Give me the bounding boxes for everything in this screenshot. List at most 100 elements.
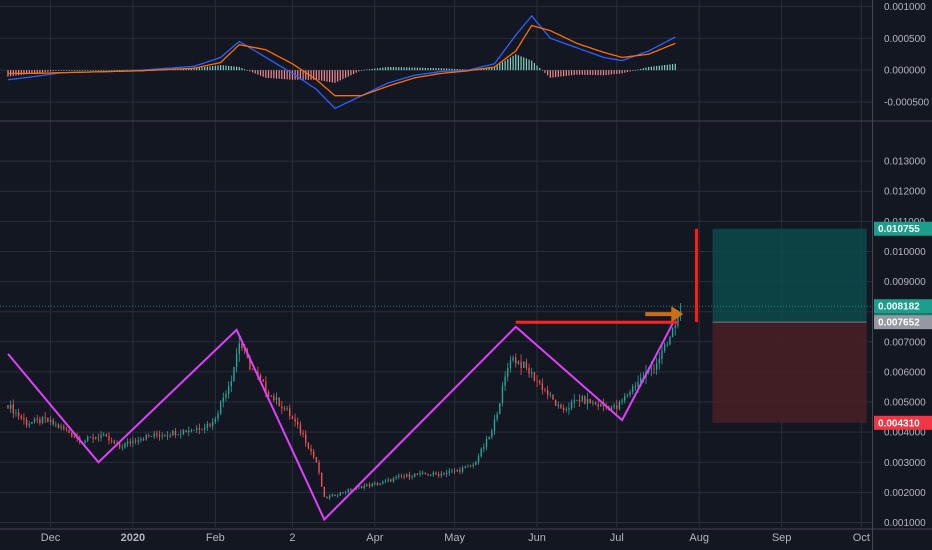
candle-body [451,470,453,472]
candle-body [297,421,299,425]
macd-histogram-bar [81,70,84,71]
price-tag-bg[interactable] [874,221,932,236]
position-tool[interactable] [0,228,872,423]
time-axis-tick-label: May [444,532,465,544]
macd-histogram-bar [251,70,254,73]
macd-histogram-bar [55,70,57,71]
zigzag-pattern-line[interactable] [7,323,674,522]
position-loss-zone[interactable] [712,322,867,423]
candle-body [336,495,339,497]
candle-body [663,344,666,351]
macd-histogram-bar [297,70,299,80]
candle-body [613,405,615,408]
macd-histogram-bar [661,65,663,71]
macd-histogram-bar [674,63,676,71]
time-axis-tick-label: Oct [853,532,870,544]
macd-histogram-bar [645,67,647,71]
candle-body [318,462,320,473]
macd-histogram-bar [634,70,636,71]
macd-histogram-bar [44,70,46,73]
macd-histogram-bar [656,66,658,71]
price-tag-label[interactable]: 0.008182 [878,302,920,313]
macd-histogram-bar [528,59,530,71]
candle-body [36,418,38,420]
candle-body [198,428,201,430]
candle-body [289,408,291,417]
macd-histogram-bar [573,70,575,75]
candle-body [118,443,121,448]
macd-histogram-bar [103,70,105,71]
candle-body [206,424,209,428]
candle-body [9,404,12,409]
price-tag-label[interactable]: 0.010755 [878,224,920,235]
macd-histogram-bar [360,70,363,71]
macd-histogram-bar [198,67,200,71]
macd-histogram-bar [366,69,368,71]
candle-body [41,417,44,424]
macd-histogram-bar [658,65,660,71]
macd-histogram-bar [220,65,222,71]
macd-histogram-bar [666,64,668,71]
candle-body [406,474,408,477]
macd-histogram-bar [584,70,586,75]
position-profit-zone[interactable] [712,228,867,323]
macd-histogram-bar [291,70,294,80]
macd-histogram-bar [392,67,395,71]
price-axis-tick-label: 0.001000 [884,518,926,529]
price-axis-tick-label: 0.013000 [884,157,926,168]
macd-histogram-bar [406,67,408,71]
candle-body [89,436,92,438]
price-axis-tick-label: 0.009000 [884,277,926,288]
macd-histogram-bar [600,70,602,76]
price-tag-bg[interactable] [874,415,932,430]
macd-histogram-bar [49,70,52,72]
price-axis-tick-label: 0.012000 [884,187,926,198]
price-tag-label[interactable]: 0.004310 [878,418,920,429]
candle-body [108,436,110,441]
candle-body [480,448,482,457]
candle-body [68,429,70,434]
time-axis-tick-label: Apr [366,532,383,544]
time-axis[interactable]: Dec 2020 Feb 2 Apr May Jun Jul Aug Sep Oct [41,532,870,544]
macd-histogram-bar [544,70,546,73]
macd-histogram-bar [315,70,317,80]
macd-histogram-bar [71,70,73,71]
macd-histogram-bar [289,70,291,80]
price-tag-bg[interactable] [874,299,932,314]
candle-body [435,472,437,475]
candle-body [281,406,283,409]
macd-histogram-bar [459,69,461,71]
macd-histogram-bar [664,65,666,71]
candle-body [190,430,193,432]
candle-body [496,414,498,420]
candle-body [161,435,163,437]
macd-histogram-bar [563,70,565,77]
candle-body [520,361,522,368]
candle-body [472,464,474,467]
candle-body [49,419,52,422]
candle-body [65,428,68,430]
macd-histogram-bar [557,70,559,77]
candle-body [257,371,259,376]
macd-histogram-bar [299,70,302,80]
macd-histogram-bar [541,70,543,71]
candle-body [57,424,60,428]
price-axis[interactable]: 0.001000 0.000500 0.000000 -0.000500 0.01300… [874,2,932,529]
breakout-arrow-head[interactable] [671,306,684,323]
drawing-overlays[interactable] [7,228,699,522]
macd-histogram-bar [193,68,195,71]
candle-body [219,402,222,414]
macd-histogram-bar [613,70,615,75]
macd-histogram-bar [642,68,644,71]
candle-body [44,417,46,419]
macd-histogram-bar [286,70,288,80]
candle-body [302,432,304,435]
macd-histogram-bar [605,70,607,75]
price-tag-label[interactable]: 0.007652 [878,318,920,329]
macd-axis-tick-label: 0.001000 [884,2,926,13]
price-tag-bg[interactable] [874,315,932,330]
candle-body [153,433,155,437]
candle-body [586,398,589,404]
